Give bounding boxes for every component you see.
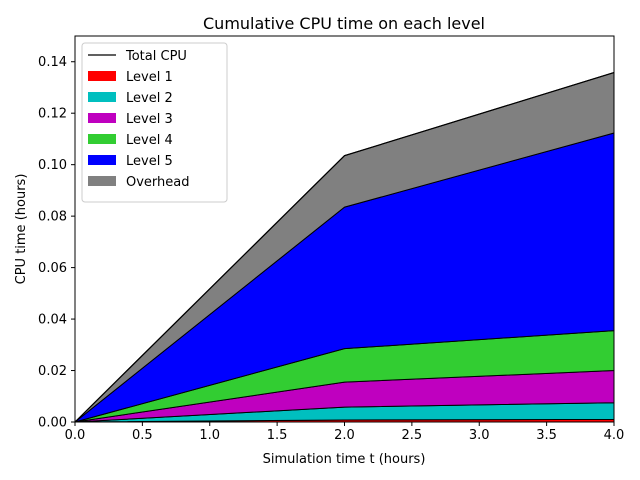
x-tick-label: 3.5 (536, 428, 557, 443)
y-tick-label: 0.10 (38, 158, 67, 173)
chart-title: Cumulative CPU time on each level (203, 14, 485, 33)
x-tick-label: 4.0 (604, 428, 625, 443)
y-tick-label: 0.12 (38, 107, 67, 122)
x-tick-label: 3.0 (469, 428, 490, 443)
y-tick-label: 0.00 (38, 416, 67, 431)
x-tick-label: 2.0 (334, 428, 355, 443)
y-tick-label: 0.04 (38, 313, 67, 328)
x-tick-label: 1.5 (267, 428, 288, 443)
x-tick-label: 2.5 (402, 428, 423, 443)
legend: Total CPU Level 1 Level 2 Level 3 Level 4 Lev… (81, 42, 228, 203)
legend-label-level-2: Level 2 (126, 91, 173, 106)
legend-label-level-5: Level 5 (126, 154, 173, 169)
legend-swatch-level-3 (88, 113, 116, 123)
legend-swatch-level-2 (88, 92, 116, 102)
x-axis: 0.0 0.5 1.0 1.5 2.0 2.5 3.0 3.5 4.0 (65, 422, 625, 443)
legend-label-level-4: Level 4 (126, 133, 173, 148)
legend-label-total-cpu: Total CPU (125, 49, 187, 64)
legend-swatch-level-1 (88, 71, 116, 81)
total-line-group (74, 71, 615, 423)
legend-swatch-overhead (88, 176, 116, 186)
y-axis-label: CPU time (hours) (14, 174, 29, 285)
y-tick-label: 0.08 (38, 210, 67, 225)
y-axis: 0.00 0.02 0.04 0.06 0.08 0.10 0.12 0.14 (38, 55, 75, 431)
legend-label-level-1: Level 1 (126, 70, 173, 85)
legend-label-overhead: Overhead (126, 175, 190, 190)
x-tick-label: 0.0 (65, 428, 86, 443)
legend-swatch-level-5 (88, 155, 116, 165)
x-tick-label: 0.5 (132, 428, 153, 443)
legend-box (81, 42, 228, 203)
x-axis-label: Simulation time t (hours) (263, 452, 426, 467)
y-tick-label: 0.06 (38, 261, 67, 276)
legend-swatch-level-4 (88, 134, 116, 144)
y-tick-label: 0.02 (38, 364, 67, 379)
y-tick-label: 0.14 (38, 55, 67, 70)
x-tick-label: 1.0 (199, 428, 220, 443)
legend-label-level-3: Level 3 (126, 112, 173, 127)
total-cpu-line (74, 71, 615, 423)
